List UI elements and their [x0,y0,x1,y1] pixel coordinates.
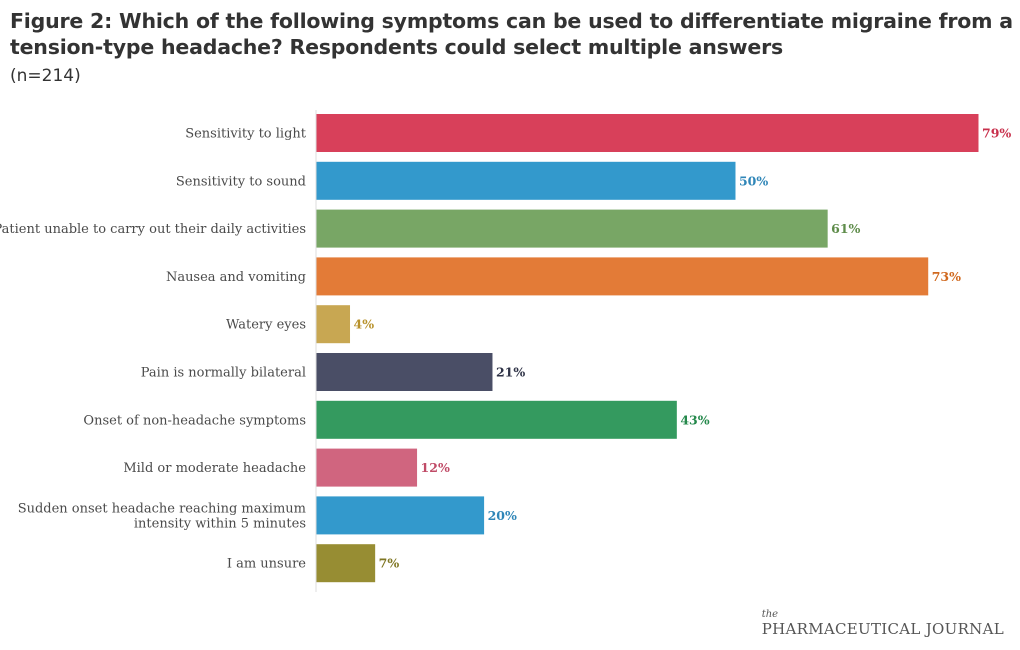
category-label-6: Onset of non-headache symptoms [83,413,306,428]
value-label-7: 12% [421,460,450,475]
value-label-5: 21% [496,365,525,380]
category-label-9: I am unsure [227,557,306,572]
logo-name: PHARMACEUTICAL JOURNAL [761,620,1004,638]
category-label-0: Sensitivity to light [185,127,307,142]
category-label-2: Patient unable to carry out their daily … [0,222,306,237]
bar-9 [316,544,376,583]
value-label-6: 43% [680,412,709,427]
bar-1 [316,161,736,200]
value-label-1: 50% [739,173,768,188]
value-label-8: 20% [488,508,517,523]
bar-3 [316,257,929,296]
logo-the: the [761,609,779,620]
bar-7 [316,448,418,487]
chart-title: Figure 2: Which of the following symptom… [10,9,1013,59]
category-label-7: Mild or moderate headache [123,461,306,476]
bar-4 [316,305,351,344]
value-label-4: 4% [354,317,375,332]
value-label-2: 61% [831,221,860,236]
category-label-1: Sensitivity to sound [176,174,306,189]
bar-5 [316,353,493,391]
category-label-8: Sudden onset headache reaching maximum in… [18,501,306,531]
value-label-0: 79% [982,126,1011,141]
bar-0 [316,114,979,152]
category-label-4: Watery eyes [226,318,306,333]
category-label-5: Pain is normally bilateral [141,366,306,381]
chart-subtitle: (n=214) [10,66,81,86]
bar-6 [316,400,677,439]
value-label-3: 73% [932,269,961,284]
bar-8 [316,496,485,535]
bar-chart: Sensitivity to light 79% Sensitivity to so… [0,110,1011,592]
category-label-3: Nausea and vomiting [166,270,306,285]
bar-2 [316,209,828,248]
value-label-9: 7% [379,556,400,571]
publisher-logo: the PHARMACEUTICAL JOURNAL [761,609,1004,639]
